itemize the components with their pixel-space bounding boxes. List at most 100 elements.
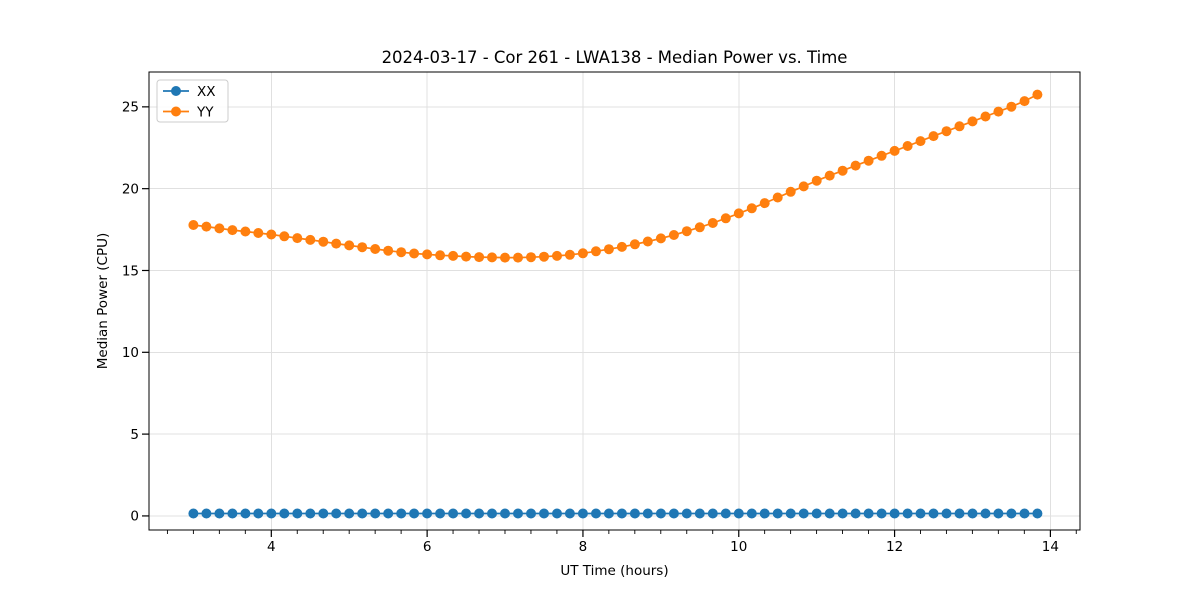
y-tick-label: 20 — [122, 181, 139, 197]
data-point-XX — [954, 508, 965, 519]
data-point-YY — [863, 155, 874, 166]
data-point-XX — [500, 508, 510, 519]
data-point-YY — [967, 116, 978, 127]
data-point-YY — [513, 252, 523, 263]
data-point-YY — [214, 223, 225, 234]
plot-area — [149, 72, 1080, 530]
data-point-YY — [850, 160, 861, 171]
data-point-XX — [552, 508, 562, 519]
data-point-XX — [655, 508, 666, 519]
data-point-XX — [539, 508, 549, 519]
data-point-YY — [188, 220, 199, 230]
x-tick-label: 4 — [267, 539, 276, 555]
plot-border — [148, 71, 1081, 531]
data-point-YY — [655, 233, 666, 244]
data-point-YY — [370, 244, 381, 254]
data-point-XX — [863, 508, 874, 519]
data-point-YY — [733, 208, 744, 219]
data-point-YY — [422, 249, 433, 260]
data-point-XX — [1032, 508, 1043, 519]
data-point-YY — [941, 126, 952, 137]
data-point-YY — [616, 241, 627, 252]
data-point-YY — [526, 252, 536, 263]
data-point-XX — [253, 508, 264, 519]
data-point-YY — [331, 238, 342, 249]
data-point-YY — [474, 252, 485, 263]
data-point-XX — [642, 508, 653, 519]
data-point-YY — [902, 141, 913, 151]
data-point-YY — [279, 231, 290, 242]
data-point-YY — [928, 131, 939, 142]
data-point-XX — [591, 508, 601, 519]
data-point-XX — [733, 508, 744, 519]
data-point-YY — [707, 218, 718, 228]
data-point-YY — [603, 244, 614, 255]
data-point-YY — [240, 226, 251, 237]
data-point-YY — [915, 136, 926, 147]
data-point-XX — [357, 508, 368, 519]
data-point-XX — [279, 508, 290, 519]
data-point-YY — [837, 165, 848, 176]
data-point-XX — [292, 508, 303, 519]
x-tick-label: 10 — [730, 539, 747, 555]
data-point-YY — [694, 222, 705, 233]
data-point-XX — [772, 508, 783, 519]
data-point-YY — [785, 186, 796, 197]
data-point-XX — [746, 508, 757, 519]
data-point-XX — [1006, 508, 1017, 519]
data-point-XX — [915, 508, 926, 519]
data-point-YY — [720, 213, 731, 224]
data-point-XX — [785, 508, 796, 519]
data-point-XX — [370, 508, 381, 519]
data-point-YY — [993, 106, 1004, 117]
data-point-YY — [305, 234, 316, 245]
data-point-XX — [681, 508, 692, 519]
data-point-XX — [188, 508, 199, 519]
data-point-XX — [513, 508, 523, 519]
data-point-YY — [759, 198, 770, 209]
data-point-YY — [681, 226, 692, 237]
legend: XX YY — [156, 79, 229, 123]
data-point-XX — [474, 508, 485, 519]
data-point-YY — [668, 230, 679, 240]
data-point-YY — [798, 181, 809, 192]
data-point-YY — [772, 192, 783, 203]
data-point-YY — [383, 245, 394, 256]
data-point-XX — [435, 508, 446, 519]
data-point-XX — [707, 508, 718, 519]
data-point-XX — [824, 508, 835, 519]
data-point-XX — [811, 508, 822, 519]
data-point-XX — [422, 508, 433, 519]
legend-box — [156, 79, 229, 123]
data-point-YY — [642, 236, 653, 247]
data-point-XX — [266, 508, 277, 519]
data-point-XX — [227, 508, 238, 519]
data-point-XX — [616, 508, 627, 519]
x-tick-label: 8 — [579, 539, 588, 555]
data-point-XX — [993, 508, 1004, 519]
data-point-XX — [331, 508, 342, 519]
series-YY — [188, 89, 1043, 263]
data-point-XX — [564, 508, 575, 519]
data-point-YY — [746, 203, 757, 214]
data-point-XX — [967, 508, 978, 519]
x-tick-label: 14 — [1042, 539, 1059, 555]
y-tick-label: 15 — [122, 263, 139, 279]
data-point-XX — [694, 508, 705, 519]
data-point-XX — [941, 508, 952, 519]
y-tick-label: 0 — [130, 509, 139, 525]
data-point-XX — [928, 508, 939, 519]
data-point-XX — [1019, 508, 1030, 519]
data-point-XX — [305, 508, 316, 519]
data-point-YY — [500, 252, 510, 263]
data-point-XX — [526, 508, 536, 519]
data-point-XX — [344, 508, 355, 519]
data-point-XX — [201, 508, 212, 519]
data-point-YY — [876, 150, 887, 161]
data-point-XX — [577, 508, 588, 519]
y-axis-label: Median Power (CPU) — [95, 233, 111, 369]
series-XX — [188, 508, 1043, 519]
data-point-YY — [577, 248, 588, 259]
